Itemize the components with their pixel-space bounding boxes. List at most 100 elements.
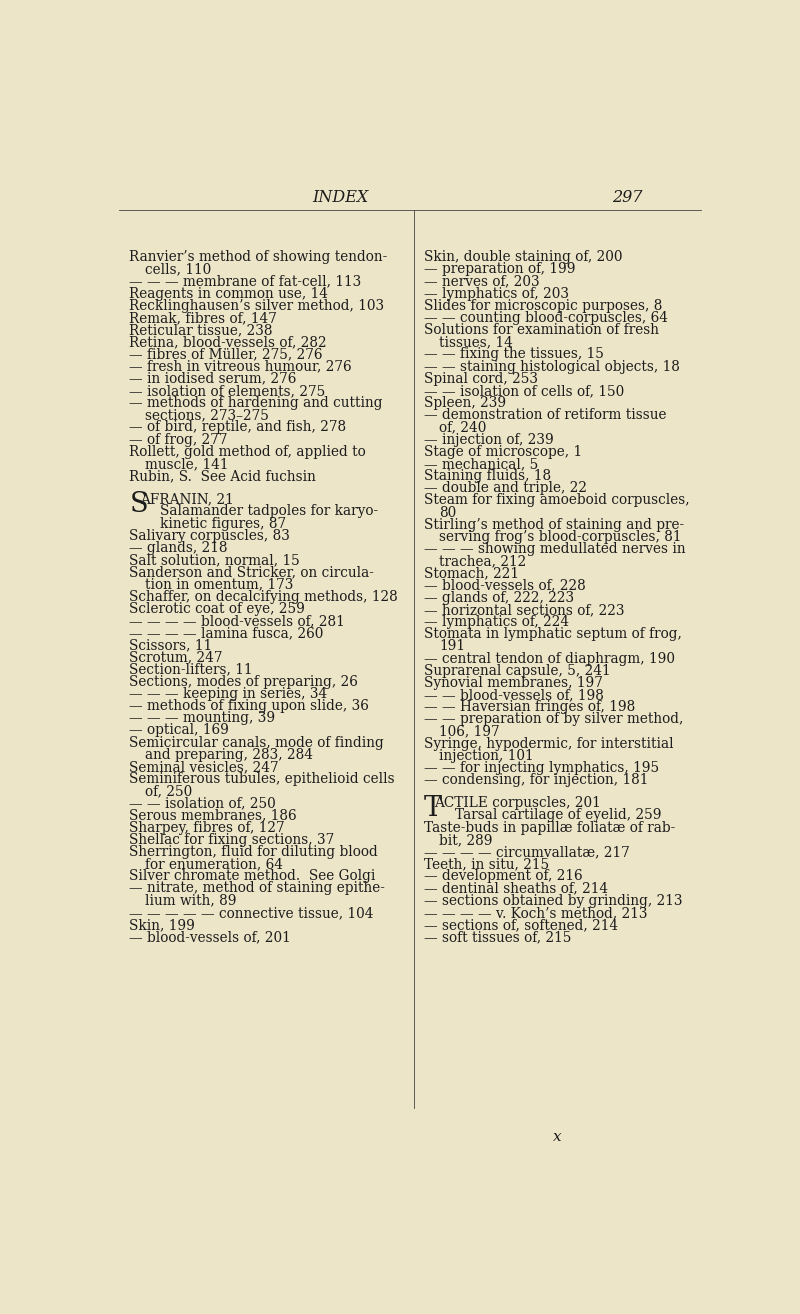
Text: Stirling’s method of staining and pre-: Stirling’s method of staining and pre-: [424, 518, 684, 532]
Text: tissues, 14: tissues, 14: [439, 335, 514, 350]
Text: 191: 191: [439, 640, 466, 653]
Text: — — staining histological objects, 18: — — staining histological objects, 18: [424, 360, 680, 373]
Text: — — for injecting lymphatics, 195: — — for injecting lymphatics, 195: [424, 761, 659, 775]
Text: Stage of microscope, 1: Stage of microscope, 1: [424, 444, 582, 459]
Text: Reagents in common use, 14: Reagents in common use, 14: [130, 286, 329, 301]
Text: Salt solution, normal, 15: Salt solution, normal, 15: [130, 553, 300, 568]
Text: — optical, 169: — optical, 169: [130, 723, 230, 737]
Text: bit, 289: bit, 289: [439, 833, 493, 846]
Text: — preparation of, 199: — preparation of, 199: [424, 263, 575, 276]
Text: — soft tissues of, 215: — soft tissues of, 215: [424, 930, 571, 945]
Text: — — — showing medullated nerves in: — — — showing medullated nerves in: [424, 543, 686, 556]
Text: — mechanical, 5: — mechanical, 5: [424, 457, 538, 470]
Text: Solutions for examination of fresh: Solutions for examination of fresh: [424, 323, 659, 338]
Text: — — — — blood-vessels of, 281: — — — — blood-vessels of, 281: [130, 614, 346, 628]
Text: tion in omentum, 173: tion in omentum, 173: [145, 577, 294, 591]
Text: Skin, 199: Skin, 199: [130, 918, 195, 932]
Text: Seminal vesicles, 247: Seminal vesicles, 247: [130, 759, 279, 774]
Text: sections, 273–275: sections, 273–275: [145, 409, 269, 422]
Text: — horizontal sections of, 223: — horizontal sections of, 223: [424, 603, 625, 616]
Text: Rollett, gold method of, applied to: Rollett, gold method of, applied to: [130, 444, 366, 459]
Text: injection, 101: injection, 101: [439, 749, 534, 763]
Text: Reticular tissue, 238: Reticular tissue, 238: [130, 323, 273, 338]
Text: — sections obtained by grinding, 213: — sections obtained by grinding, 213: [424, 894, 682, 908]
Text: Spleen, 239: Spleen, 239: [424, 396, 506, 410]
Text: Taste-buds in papillæ foliatæ of rab-: Taste-buds in papillæ foliatæ of rab-: [424, 821, 675, 834]
Text: Semicircular canals, mode of finding: Semicircular canals, mode of finding: [130, 736, 384, 749]
Text: Staining fluids, 18: Staining fluids, 18: [424, 469, 551, 484]
Text: — sections of, softened, 214: — sections of, softened, 214: [424, 918, 618, 932]
Text: — — — keeping in series, 34: — — — keeping in series, 34: [130, 687, 328, 700]
Text: — of bird, reptile, and fish, 278: — of bird, reptile, and fish, 278: [130, 420, 346, 435]
Text: Stomata in lymphatic septum of frog,: Stomata in lymphatic septum of frog,: [424, 627, 682, 641]
Text: for enumeration, 64: for enumeration, 64: [145, 857, 283, 871]
Text: — glands, 218: — glands, 218: [130, 541, 228, 555]
Text: Ranvier’s method of showing tendon-: Ranvier’s method of showing tendon-: [130, 250, 388, 264]
Text: trachea, 212: trachea, 212: [439, 555, 526, 568]
Text: — double and triple, 22: — double and triple, 22: [424, 481, 587, 495]
Text: — lymphatics of, 224: — lymphatics of, 224: [424, 615, 569, 629]
Text: Schaffer, on decalcifying methods, 128: Schaffer, on decalcifying methods, 128: [130, 590, 398, 603]
Text: — injection of, 239: — injection of, 239: [424, 432, 554, 447]
Text: — central tendon of diaphragm, 190: — central tendon of diaphragm, 190: [424, 652, 675, 666]
Text: — — counting blood-corpuscles, 64: — — counting blood-corpuscles, 64: [424, 311, 668, 325]
Text: — development of, 216: — development of, 216: [424, 870, 582, 883]
Text: — — — — lamina fusca, 260: — — — — lamina fusca, 260: [130, 625, 324, 640]
Text: Sanderson and Stricker, on circula-: Sanderson and Stricker, on circula-: [130, 565, 374, 579]
Text: Sections, modes of preparing, 26: Sections, modes of preparing, 26: [130, 674, 358, 689]
Text: 106, 197: 106, 197: [439, 724, 500, 738]
Text: — — blood-vessels of, 198: — — blood-vessels of, 198: [424, 689, 604, 702]
Text: Rubin, S.  See Acid fuchsin: Rubin, S. See Acid fuchsin: [130, 469, 316, 484]
Text: — nitrate, method of staining epithe-: — nitrate, method of staining epithe-: [130, 882, 386, 896]
Text: — — isolation of, 250: — — isolation of, 250: [130, 796, 276, 811]
Text: Syringe, hypodermic, for interstitial: Syringe, hypodermic, for interstitial: [424, 737, 674, 750]
Text: — — Haversian fringes of, 198: — — Haversian fringes of, 198: [424, 700, 635, 715]
Text: Retina, blood-vessels of, 282: Retina, blood-vessels of, 282: [130, 335, 327, 350]
Text: — — — — — connective tissue, 104: — — — — — connective tissue, 104: [130, 905, 374, 920]
Text: — — — membrane of fat-cell, 113: — — — membrane of fat-cell, 113: [130, 275, 362, 288]
Text: — lymphatics of, 203: — lymphatics of, 203: [424, 286, 569, 301]
Text: — fresh in vitreous humour, 276: — fresh in vitreous humour, 276: [130, 360, 352, 373]
Text: x: x: [553, 1130, 562, 1144]
Text: cells, 110: cells, 110: [145, 263, 211, 276]
Text: AFRANIN, 21: AFRANIN, 21: [140, 493, 234, 506]
Text: — of frog, 277: — of frog, 277: [130, 432, 228, 447]
Text: — — isolation of cells of, 150: — — isolation of cells of, 150: [424, 384, 624, 398]
Text: 80: 80: [439, 506, 457, 519]
Text: Shellac for fixing sections, 37: Shellac for fixing sections, 37: [130, 833, 334, 846]
Text: S: S: [130, 490, 148, 518]
Text: Sherrington, fluid for diluting blood: Sherrington, fluid for diluting blood: [130, 845, 378, 859]
Text: — fibres of Müller, 275, 276: — fibres of Müller, 275, 276: [130, 347, 323, 361]
Text: — isolation of elements, 275: — isolation of elements, 275: [130, 384, 326, 398]
Text: Scrotum, 247: Scrotum, 247: [130, 650, 223, 665]
Text: Recklinghausen’s silver method, 103: Recklinghausen’s silver method, 103: [130, 298, 385, 313]
Text: and preparing, 283, 284: and preparing, 283, 284: [145, 748, 313, 762]
Text: Steam for fixing amoeboid corpuscles,: Steam for fixing amoeboid corpuscles,: [424, 493, 690, 507]
Text: of, 250: of, 250: [145, 784, 192, 798]
Text: Salivary corpuscles, 83: Salivary corpuscles, 83: [130, 528, 290, 543]
Text: of, 240: of, 240: [439, 420, 487, 435]
Text: — condensing, for injection, 181: — condensing, for injection, 181: [424, 773, 648, 787]
Text: Serous membranes, 186: Serous membranes, 186: [130, 808, 297, 823]
Text: Teeth, in situ, 215: Teeth, in situ, 215: [424, 857, 549, 871]
Text: — nerves of, 203: — nerves of, 203: [424, 275, 539, 288]
Text: Skin, double staining of, 200: Skin, double staining of, 200: [424, 250, 622, 264]
Text: — in iodised serum, 276: — in iodised serum, 276: [130, 372, 297, 386]
Text: ACTILE corpuscles, 201: ACTILE corpuscles, 201: [434, 796, 601, 811]
Text: — glands of, 222, 223: — glands of, 222, 223: [424, 591, 574, 604]
Text: Seminiferous tubules, epithelioid cells: Seminiferous tubules, epithelioid cells: [130, 773, 395, 786]
Text: — — fixing the tissues, 15: — — fixing the tissues, 15: [424, 347, 604, 361]
Text: — methods of fixing upon slide, 36: — methods of fixing upon slide, 36: [130, 699, 370, 714]
Text: — — — mounting, 39: — — — mounting, 39: [130, 711, 275, 725]
Text: serving frog’s blood-corpuscles, 81: serving frog’s blood-corpuscles, 81: [439, 530, 682, 544]
Text: INDEX: INDEX: [312, 189, 368, 206]
Text: Spinal cord, 253: Spinal cord, 253: [424, 372, 538, 386]
Text: — — — — circumvallatæ, 217: — — — — circumvallatæ, 217: [424, 845, 630, 859]
Text: Scissors, 11: Scissors, 11: [130, 639, 213, 652]
Text: 297: 297: [612, 189, 642, 206]
Text: Stomach, 221: Stomach, 221: [424, 566, 519, 581]
Text: Section-lifters, 11: Section-lifters, 11: [130, 662, 253, 677]
Text: Silver chromate method.  See Golgi: Silver chromate method. See Golgi: [130, 870, 376, 883]
Text: Salamander tadpoles for karyo-: Salamander tadpoles for karyo-: [161, 505, 378, 518]
Text: Tarsal cartilage of eyelid, 259: Tarsal cartilage of eyelid, 259: [455, 808, 662, 823]
